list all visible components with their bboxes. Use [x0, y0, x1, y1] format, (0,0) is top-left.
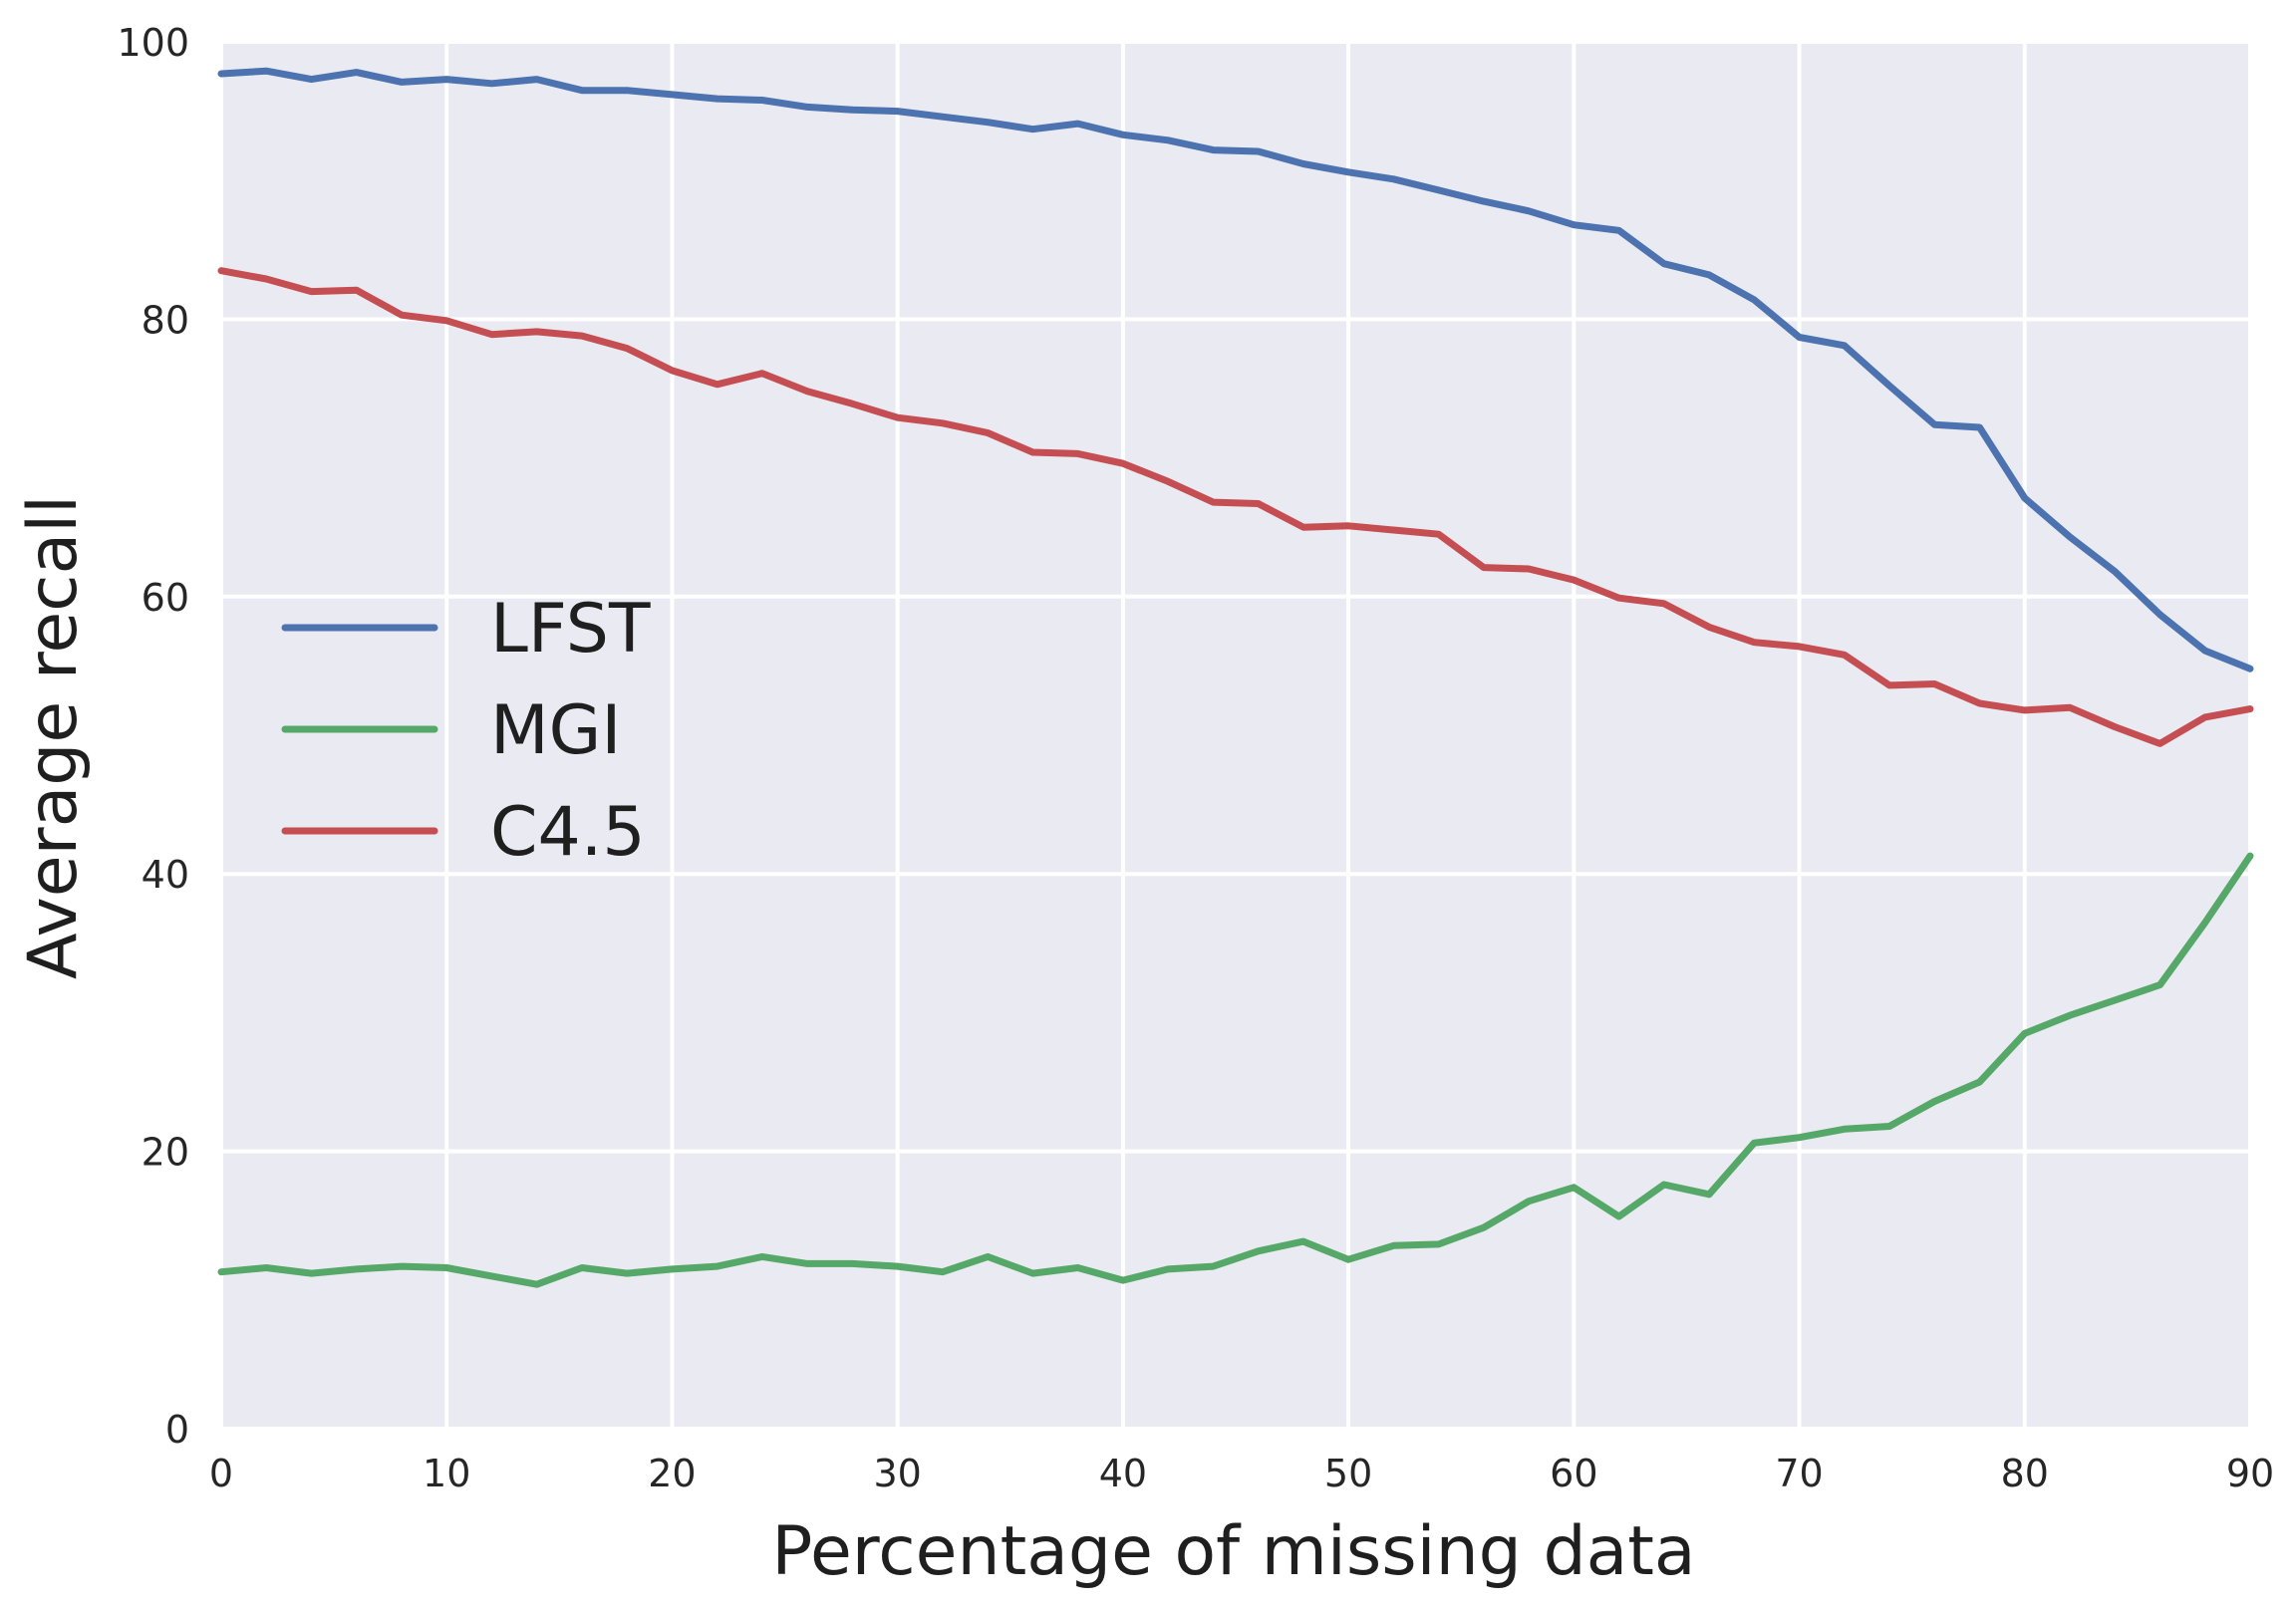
series-line-mgi	[217, 852, 2254, 1288]
x-tick-label: 50	[1324, 1452, 1372, 1495]
y-tick-label: 100	[117, 21, 189, 65]
y-tick-label: 20	[142, 1131, 189, 1175]
x-tick-label: 40	[1099, 1452, 1147, 1495]
legend-label-lfst: LFST	[490, 590, 651, 669]
y-axis-title: Average recall	[14, 495, 93, 979]
x-axis-title: Percentage of missing data	[771, 1512, 1695, 1591]
x-tick-label: 80	[2001, 1452, 2049, 1495]
grid-lines	[219, 40, 2252, 1431]
x-tick-label: 30	[873, 1452, 921, 1495]
x-tick-label: 70	[1775, 1452, 1823, 1495]
series-lines	[217, 67, 2254, 1288]
series-line-c4-5	[217, 267, 2254, 747]
x-tick-label: 20	[648, 1452, 696, 1495]
y-tick-label: 40	[142, 853, 189, 897]
plot-area	[221, 42, 2250, 1429]
x-tick-label: 60	[1550, 1452, 1597, 1495]
series-line-lfst	[217, 67, 2254, 672]
legend: LFST MGI C4.5	[281, 590, 651, 872]
x-tick-label: 0	[209, 1452, 233, 1495]
y-tick-label: 0	[165, 1408, 189, 1452]
x-tick-label: 10	[423, 1452, 470, 1495]
x-tick-label: 90	[2226, 1452, 2274, 1495]
y-tick-label: 80	[142, 298, 189, 342]
legend-label-c4-5: C4.5	[490, 793, 646, 872]
legend-label-mgi: MGI	[490, 691, 621, 770]
y-axis-ticks: 0 20 40 60 80 100	[117, 21, 189, 1452]
x-axis-ticks: 0 10 20 30 40 50 60 70 80 90	[209, 1452, 2274, 1495]
y-tick-label: 60	[142, 576, 189, 620]
